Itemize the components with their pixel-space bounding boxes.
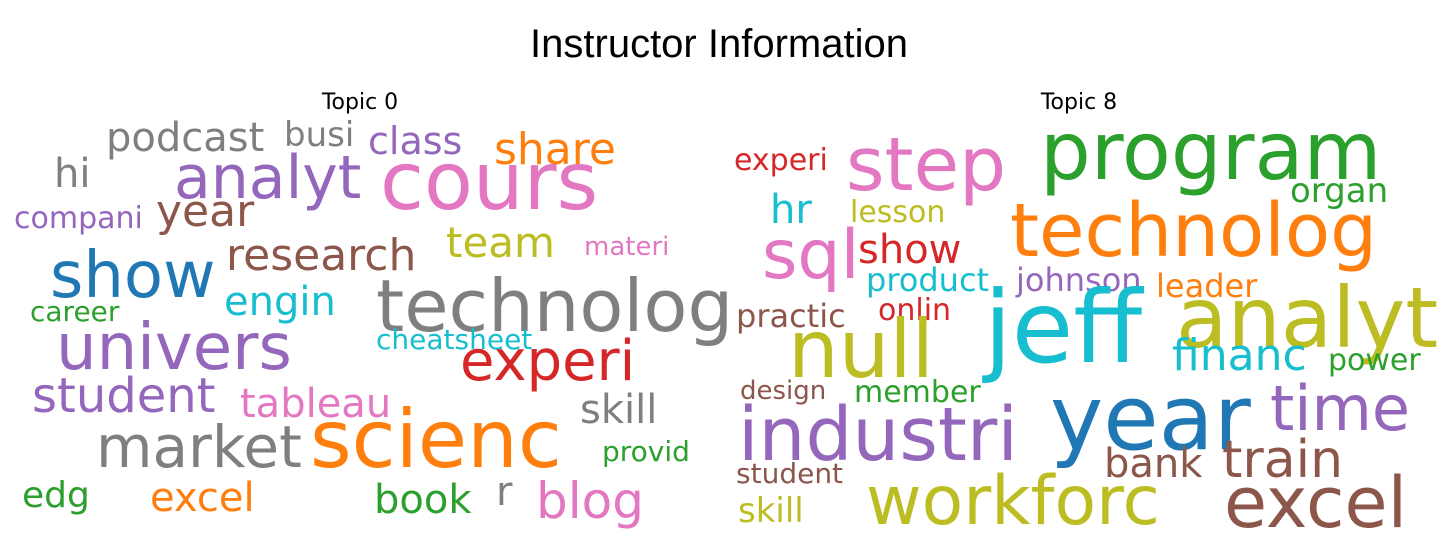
- word-product: product: [866, 261, 990, 299]
- word-scienc: scienc: [310, 393, 562, 486]
- word-leader: leader: [1156, 267, 1258, 305]
- word-onlin: onlin: [878, 293, 952, 328]
- word-organ: organ: [1290, 171, 1389, 211]
- word-lesson: lesson: [850, 195, 946, 230]
- word-skill: skill: [580, 387, 658, 433]
- word-power: power: [1328, 343, 1421, 378]
- word-step: step: [846, 122, 1007, 208]
- word-class: class: [368, 119, 463, 163]
- word-compani: compani: [14, 201, 143, 236]
- word-materi: materi: [584, 232, 670, 262]
- word-excel: excel: [150, 475, 255, 521]
- wordcloud: podcast busi class share hi analyt cours compan…: [0, 88, 733, 538]
- word-experi: experi: [734, 143, 828, 178]
- wordcloud-panel-topic-8: Topic 8 experi step program organ hr lesson te…: [720, 88, 1438, 538]
- word-null: null: [788, 303, 934, 396]
- word-johnson: johnson: [1016, 261, 1142, 299]
- word-engin: engin: [224, 279, 336, 325]
- word-analyt: analyt: [174, 143, 362, 213]
- word-cheatsheet: cheatsheet: [376, 323, 533, 356]
- word-r: r: [496, 469, 513, 515]
- word-practic: practic: [736, 297, 846, 335]
- word-research: research: [226, 230, 417, 281]
- word-time: time: [1270, 372, 1411, 445]
- word-tableau: tableau: [240, 381, 392, 427]
- word-hi: hi: [54, 151, 91, 197]
- word-train: train: [1222, 430, 1344, 490]
- word-team: team: [446, 218, 555, 267]
- word-technolog: technolog: [376, 264, 734, 348]
- word-busi: busi: [284, 115, 355, 155]
- word-experi: experi: [460, 329, 636, 394]
- word-jeff: jeff: [984, 269, 1143, 386]
- word-skill: skill: [738, 491, 804, 531]
- word-podcast: podcast: [106, 115, 265, 161]
- word-sql: sql: [762, 216, 860, 295]
- word-student: student: [736, 457, 844, 490]
- word-provid: provid: [602, 435, 690, 468]
- figure-title: Instructor Information: [530, 22, 908, 66]
- word-program: program: [1040, 105, 1382, 198]
- word-book: book: [374, 477, 472, 523]
- wordcloud-panel-topic-0: Topic 0 podcast busi class share hi analyt cou…: [0, 88, 733, 538]
- word-industri: industri: [738, 392, 1018, 478]
- word-career: career: [30, 295, 120, 328]
- panel-title: Topic 0: [321, 90, 399, 115]
- word-market: market: [96, 413, 302, 481]
- word-student: student: [32, 368, 216, 424]
- word-excel: excel: [1224, 462, 1408, 544]
- word-bank: bank: [1104, 441, 1203, 487]
- word-show: show: [50, 239, 216, 313]
- word-share: share: [494, 124, 616, 175]
- word-design: design: [740, 376, 827, 406]
- word-financ: financ: [1172, 330, 1307, 381]
- word-blog: blog: [536, 472, 644, 530]
- wordcloud: experi step program organ hr lesson technolog s…: [720, 88, 1438, 544]
- word-year: year: [1050, 366, 1251, 471]
- word-year: year: [156, 186, 255, 237]
- word-technolog: technolog: [1010, 188, 1378, 274]
- word-edg: edg: [22, 475, 90, 516]
- word-member: member: [854, 375, 981, 410]
- word-show: show: [858, 227, 962, 273]
- word-cours: cours: [380, 135, 599, 228]
- word-hr: hr: [770, 187, 812, 233]
- word-univers: univers: [56, 311, 292, 385]
- word-analyt: analyt: [1176, 269, 1438, 367]
- word-workforc: workforc: [866, 462, 1160, 541]
- panel-title: Topic 8: [1040, 90, 1118, 115]
